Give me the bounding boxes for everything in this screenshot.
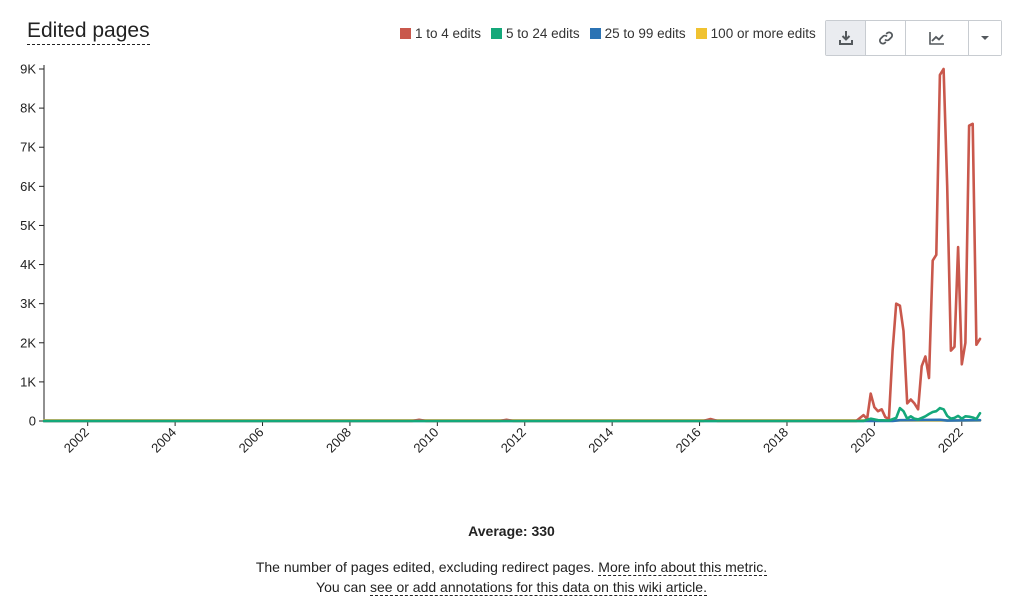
download-button[interactable] <box>826 21 866 55</box>
x-tick-label: 2008 <box>323 425 354 456</box>
x-tick-label: 2010 <box>410 425 441 456</box>
x-tick-label: 2020 <box>847 425 878 456</box>
line-chart-icon <box>929 32 944 45</box>
chart-title: Edited pages <box>27 19 150 45</box>
legend-label: 1 to 4 edits <box>415 26 482 41</box>
series-line-5-to-24-edits <box>42 406 982 423</box>
legend-swatch <box>400 28 411 39</box>
y-tick-label: 3K <box>20 296 36 311</box>
description-text: The number of pages edited, excluding re… <box>255 559 595 575</box>
x-tick-label: 2022 <box>935 425 966 456</box>
y-tick-label: 9K <box>20 62 36 77</box>
legend-item-100-plus[interactable]: 100 or more edits <box>695 26 816 41</box>
y-tick-label: 4K <box>20 257 36 272</box>
line-chart: 0 1K 2K 3K 4K 5K 6K 7K 8K 9K 2002 2004 2006 2008 2010 2… <box>20 62 982 456</box>
legend: 1 to 4 edits 5 to 24 edits 25 to 99 edit… <box>400 26 816 41</box>
y-tick-label: 7K <box>20 140 36 155</box>
chart-toolbar <box>825 20 1002 56</box>
y-tick-label: 8K <box>20 101 36 116</box>
legend-swatch <box>589 28 601 39</box>
x-tick-label: 2002 <box>61 425 92 456</box>
series-line-1-to-4-edits <box>42 67 982 423</box>
download-icon <box>838 31 853 45</box>
x-tick-label: 2016 <box>673 425 704 456</box>
y-tick-label: 0 <box>29 414 36 429</box>
x-tick-label: 2004 <box>148 425 179 456</box>
y-tick-label: 5K <box>20 218 36 233</box>
more-info-link[interactable]: More info about this metric. <box>598 559 768 576</box>
legend-swatch <box>695 28 707 39</box>
y-tick-label: 6K <box>20 179 36 194</box>
copy-link-button[interactable] <box>866 21 906 55</box>
annotations-link[interactable]: see or add annotations for this data on … <box>370 579 707 596</box>
y-tick-label: 2K <box>20 335 36 350</box>
legend-swatch <box>491 28 503 39</box>
legend-label: 100 or more edits <box>710 26 816 41</box>
annotations-text: You can <box>316 579 367 595</box>
legend-item-5-to-24[interactable]: 5 to 24 edits <box>491 26 580 41</box>
legend-label: 25 to 99 edits <box>604 26 686 41</box>
chart-options-dropdown[interactable] <box>969 21 1001 55</box>
x-tick-label: 2012 <box>498 425 529 456</box>
description-line-2: You can see or add annotations for this … <box>0 577 1023 597</box>
description-line-1: The number of pages edited, excluding re… <box>0 557 1023 577</box>
y-tick-label: 1K <box>20 374 36 389</box>
average-value: Average: 330 <box>468 523 555 539</box>
legend-item-1-to-4[interactable]: 1 to 4 edits <box>400 26 481 41</box>
caret-down-icon <box>981 36 989 40</box>
legend-item-25-to-99[interactable]: 25 to 99 edits <box>589 26 686 41</box>
chart-type-button[interactable] <box>906 21 969 55</box>
x-tick-label: 2014 <box>585 425 616 456</box>
x-tick-label: 2018 <box>760 425 791 456</box>
legend-label: 5 to 24 edits <box>506 26 580 41</box>
x-tick-label: 2006 <box>236 425 267 456</box>
metric-description: The number of pages edited, excluding re… <box>0 557 1023 597</box>
link-icon <box>878 31 893 45</box>
